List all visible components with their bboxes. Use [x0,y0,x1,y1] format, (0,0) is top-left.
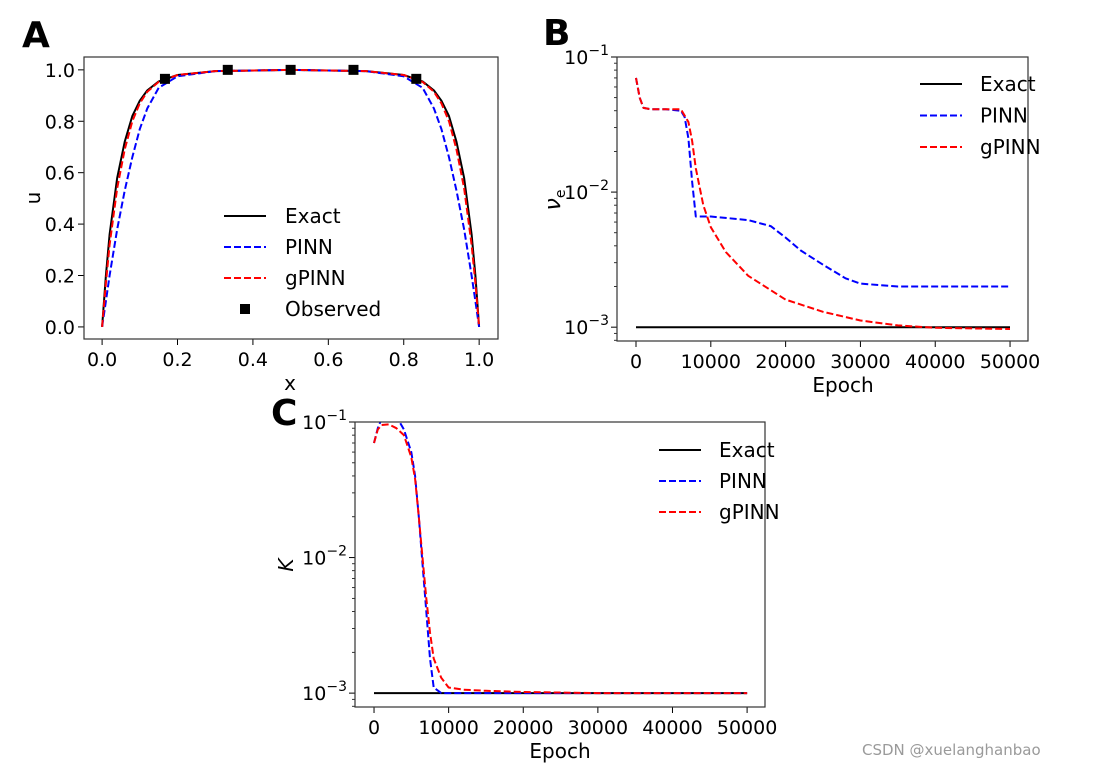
series-gpinn-line [635,77,1011,330]
panel-C: C 0 10000 20000 30000 40000 50000 10−3 10−2 10−1 E… [271,393,780,763]
y-tick-label: 10−2 [564,178,609,204]
legend: Exact PINN gPINN [659,438,780,524]
observed-point [222,64,233,75]
x-tick-label: 10000 [418,717,478,739]
y-tick-label: 1.0 [45,60,75,82]
x-tick-label: 30000 [568,717,628,739]
y-tick-label: 0.2 [45,266,75,288]
y-tick-label: 10−2 [302,544,347,570]
y-axis-label: u [21,192,45,205]
legend-item-pinn: PINN [659,469,767,493]
y-tick-label: 10−3 [564,313,609,339]
legend-item-observed: Observed [240,297,381,321]
legend-label: Exact [719,438,775,462]
x-tick-label: 20000 [755,351,815,373]
x-tick-label: 10000 [681,351,741,373]
panel-letter: B [543,13,570,54]
legend-label: Observed [285,297,381,321]
legend-item-exact: Exact [920,72,1036,96]
x-tick-label: 30000 [830,351,890,373]
legend: Exact PINN gPINN [920,72,1041,159]
panel-A: A 0.0 0.2 0.4 0.6 0.8 1.0 0.0 0.2 0.4 0.6 0.8 1.0 x u E… [21,15,499,395]
y-tick-label: 0.4 [45,214,75,236]
legend-label: Exact [285,204,341,228]
legend-item-pinn: PINN [224,235,333,259]
x-axis-label: x [284,371,296,395]
legend-marker [240,304,250,314]
axes-frame [354,421,766,708]
panel-letter: A [22,15,50,56]
y-tick-label: 10−1 [564,43,609,69]
legend-item-exact: Exact [659,438,775,462]
legend-item-gpinn: gPINN [920,135,1041,159]
legend: Exact PINN gPINN Observed [224,204,381,321]
legend-item-exact: Exact [224,204,341,228]
y-tick-label: 0.6 [45,163,75,185]
series-gpinn-line [373,423,748,695]
legend-label: PINN [285,235,333,259]
legend-label: gPINN [285,266,346,290]
x-tick-label: 0 [630,351,642,373]
y-axis-label: K [274,557,298,572]
legend-item-pinn: PINN [920,104,1028,128]
series-pinn-line [373,422,748,695]
legend-item-gpinn: gPINN [659,500,780,524]
x-tick-label: 1.0 [464,349,494,371]
x-axis-label: Epoch [529,739,590,763]
x-tick-label: 50000 [717,717,777,739]
observed-point [159,73,170,84]
legend-label: gPINN [980,135,1041,159]
plot-area [635,77,1011,330]
x-tick-label: 0.0 [87,349,117,371]
observed-point [285,64,296,75]
panel-letter: C [271,393,297,434]
axes-frame [83,56,499,340]
y-axis-label: νe [541,190,569,211]
legend-label: Exact [980,72,1036,96]
x-axis-label: Epoch [812,373,873,397]
x-tick-label: 40000 [905,351,965,373]
x-tick-label: 0.6 [313,349,343,371]
observed-point [411,73,422,84]
watermark: CSDN @xuelanghanbao [862,741,1041,759]
x-tick-label: 0.2 [162,349,192,371]
y-tick-label: 0.8 [45,111,75,133]
x-tick-label: 0.4 [238,349,268,371]
plot-area [101,64,481,328]
y-tick-label: 10−3 [302,679,347,705]
panel-B: B 0 10000 20000 30000 40000 50000 10−3 10−2 10−1 E… [541,13,1041,397]
legend-item-gpinn: gPINN [224,266,346,290]
series-pinn-line [635,77,1010,288]
y-tick-label: 10−1 [302,408,347,434]
legend-label: PINN [980,104,1028,128]
series-gpinn-line [101,68,481,327]
x-tick-label: 20000 [493,717,553,739]
y-tick-label: 0.0 [45,317,75,339]
x-tick-label: 0 [368,717,380,739]
legend-label: gPINN [719,500,780,524]
legend-label: PINN [719,469,767,493]
observed-point [348,64,359,75]
x-tick-label: 50000 [980,351,1040,373]
x-tick-label: 40000 [642,717,702,739]
plot-area [373,422,748,695]
axes-frame [616,56,1029,342]
x-tick-label: 0.8 [389,349,419,371]
